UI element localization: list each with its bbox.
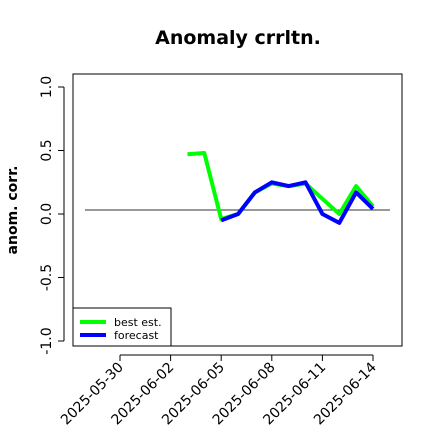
y-tick-label: 1.0 [39, 76, 55, 98]
series-layer [187, 151, 375, 225]
y-tick-label: 0.5 [39, 139, 55, 161]
legend-label-forecast: forecast [114, 329, 159, 342]
chart-title: Anomaly crrltn. [155, 27, 321, 49]
y-axis-label: anom. corr. [5, 166, 21, 255]
y-tick-label: -1.0 [39, 327, 55, 354]
y-tick-label: 0.0 [39, 203, 55, 225]
legend-label-best-est: best est. [114, 316, 162, 329]
plot-frame [72, 73, 403, 347]
y-tick-label: -0.5 [39, 264, 55, 291]
x-axis: 2025-05-302025-06-022025-06-052025-06-08… [58, 354, 380, 428]
y-axis: -1.0 -0.5 0.0 0.5 1.0 [39, 76, 65, 355]
series-line-forecast [220, 180, 375, 225]
legend-box [72, 307, 172, 347]
legend: best est. forecast [72, 307, 172, 347]
